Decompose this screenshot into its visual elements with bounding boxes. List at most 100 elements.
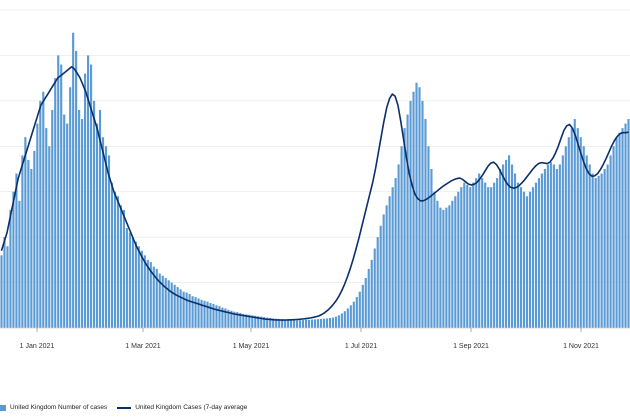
case-bar <box>89 64 93 328</box>
case-bar <box>334 316 337 328</box>
case-bar <box>394 178 397 328</box>
case-bar <box>51 109 54 328</box>
case-bar <box>92 100 96 328</box>
case-bar <box>299 320 302 328</box>
case-bar <box>304 319 308 328</box>
case-bar <box>134 241 137 328</box>
case-bar <box>346 308 349 328</box>
x-tick-label: 1 Sep 2021 <box>453 343 489 350</box>
case-bar <box>546 164 549 328</box>
case-bar <box>493 182 496 328</box>
seven-day-average-line <box>0 65 629 321</box>
case-bar <box>209 303 212 328</box>
case-bar <box>191 296 194 328</box>
case-bar <box>502 164 505 328</box>
case-bar <box>281 319 284 328</box>
case-bar <box>373 248 376 328</box>
x-tick-label: 1 Jan 2021 <box>20 343 55 350</box>
case-bar <box>460 187 463 328</box>
case-bar <box>328 318 331 328</box>
case-bar <box>340 313 343 328</box>
case-bar <box>194 297 197 328</box>
case-bar <box>81 119 84 328</box>
case-bar <box>319 318 323 328</box>
case-bar <box>531 187 535 328</box>
legend: United Kingdom Number of cases United Ki… <box>0 404 247 411</box>
case-bar <box>310 319 314 328</box>
case-bar <box>233 311 236 328</box>
case-bar <box>293 320 296 328</box>
case-bar <box>212 303 215 328</box>
case-bar <box>582 146 585 328</box>
case-bar <box>155 268 158 328</box>
case-bar <box>534 182 538 328</box>
case-bar <box>278 318 281 328</box>
case-bar <box>9 209 12 328</box>
case-bar <box>382 214 385 328</box>
case-bar <box>487 187 490 328</box>
case-bar <box>463 182 466 328</box>
case-bar <box>221 307 224 328</box>
case-bar <box>490 187 493 328</box>
case-bar <box>496 178 499 328</box>
case-bar <box>84 73 87 328</box>
case-bar <box>624 123 627 328</box>
case-bar <box>42 91 45 329</box>
case-bar <box>406 114 409 329</box>
case-bar <box>110 182 114 328</box>
case-bar <box>325 318 329 328</box>
legend-bar-swatch <box>0 404 6 411</box>
case-bar <box>412 91 415 329</box>
case-bar <box>54 78 57 328</box>
legend-item-cases[interactable]: United Kingdom Number of cases <box>0 404 107 411</box>
case-bar <box>113 191 117 328</box>
case-bar <box>448 205 451 328</box>
case-bar <box>224 308 227 328</box>
case-bar <box>245 314 248 328</box>
case-bar <box>66 123 69 328</box>
case-bar <box>421 100 424 328</box>
case-bar <box>263 317 266 328</box>
case-bar <box>508 155 511 328</box>
bars-series <box>0 32 630 329</box>
case-bar <box>567 137 570 328</box>
case-bar <box>561 155 564 328</box>
case-bar <box>424 119 427 328</box>
case-bar <box>143 255 146 328</box>
case-bar <box>472 182 475 328</box>
case-bar <box>505 159 508 328</box>
case-bar <box>182 291 185 328</box>
case-bar <box>98 109 102 328</box>
case-bar <box>116 196 120 328</box>
case-bar <box>119 205 122 328</box>
case-bar <box>72 32 75 329</box>
case-bar <box>418 87 421 328</box>
case-bar <box>167 280 170 328</box>
case-bar <box>301 320 305 328</box>
case-bar <box>230 310 233 328</box>
case-bar <box>343 311 346 328</box>
case-bar <box>313 319 317 328</box>
case-bar <box>376 237 379 328</box>
case-bar <box>552 164 555 328</box>
x-tick-label: 1 May 2021 <box>233 343 270 350</box>
legend-item-average[interactable]: United Kingdom Cases (7-day average <box>117 404 247 411</box>
case-bar <box>436 200 439 328</box>
case-bar <box>296 320 299 328</box>
case-bar <box>18 200 21 328</box>
case-bar <box>173 284 176 328</box>
case-bar <box>513 173 517 328</box>
case-bar <box>433 191 436 328</box>
case-bar <box>481 178 484 328</box>
case-bar <box>95 123 99 328</box>
case-bar <box>290 319 293 328</box>
case-bar <box>522 191 526 328</box>
case-bar <box>179 289 182 328</box>
case-bar <box>621 128 624 328</box>
case-bar <box>478 173 481 328</box>
case-bar <box>564 146 567 328</box>
case-bar <box>27 159 30 328</box>
case-bar <box>149 262 152 328</box>
case-bar <box>197 298 200 328</box>
